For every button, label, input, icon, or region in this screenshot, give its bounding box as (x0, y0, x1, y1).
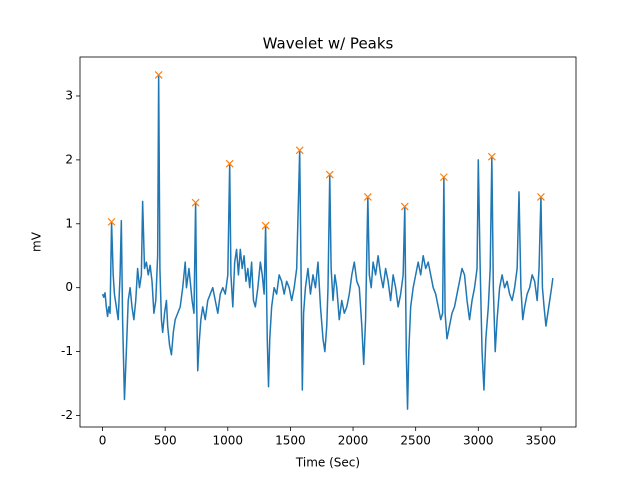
peak-marker (225, 159, 234, 168)
x-tick-label: 2500 (400, 434, 431, 448)
y-tick-label: -2 (61, 408, 73, 422)
peak-marker (537, 193, 545, 201)
x-tick-label: 3000 (463, 434, 494, 448)
plot-frame (79, 56, 577, 428)
y-tick-label: -1 (61, 344, 73, 358)
x-tick-label: 1000 (213, 434, 244, 448)
peak-marker (325, 170, 334, 179)
y-tick-label: 2 (65, 152, 73, 166)
x-tick-label: 1500 (275, 434, 306, 448)
x-tick-label: 500 (154, 434, 177, 448)
peak-marker (487, 152, 496, 161)
peak-marker (191, 198, 200, 207)
peak-marker (439, 173, 448, 182)
y-tick-label: 0 (65, 280, 73, 294)
chart-title: Wavelet w/ Peaks (263, 35, 394, 53)
peak-marker (261, 221, 270, 230)
y-axis-label: mV (30, 231, 44, 252)
peak-marker (363, 193, 372, 201)
x-tick-label: 2000 (338, 434, 369, 448)
x-tick-label: 3500 (526, 434, 557, 448)
x-tick-label: 0 (99, 434, 107, 448)
x-axis-label: Time (Sec) (295, 456, 360, 470)
signal-line (101, 74, 554, 410)
y-tick-label: 1 (65, 216, 73, 230)
y-tick-label: 3 (65, 88, 73, 102)
peak-marker (154, 70, 163, 79)
peak-marker (400, 202, 409, 211)
peak-marker (107, 217, 116, 226)
peak-marker (295, 146, 304, 155)
